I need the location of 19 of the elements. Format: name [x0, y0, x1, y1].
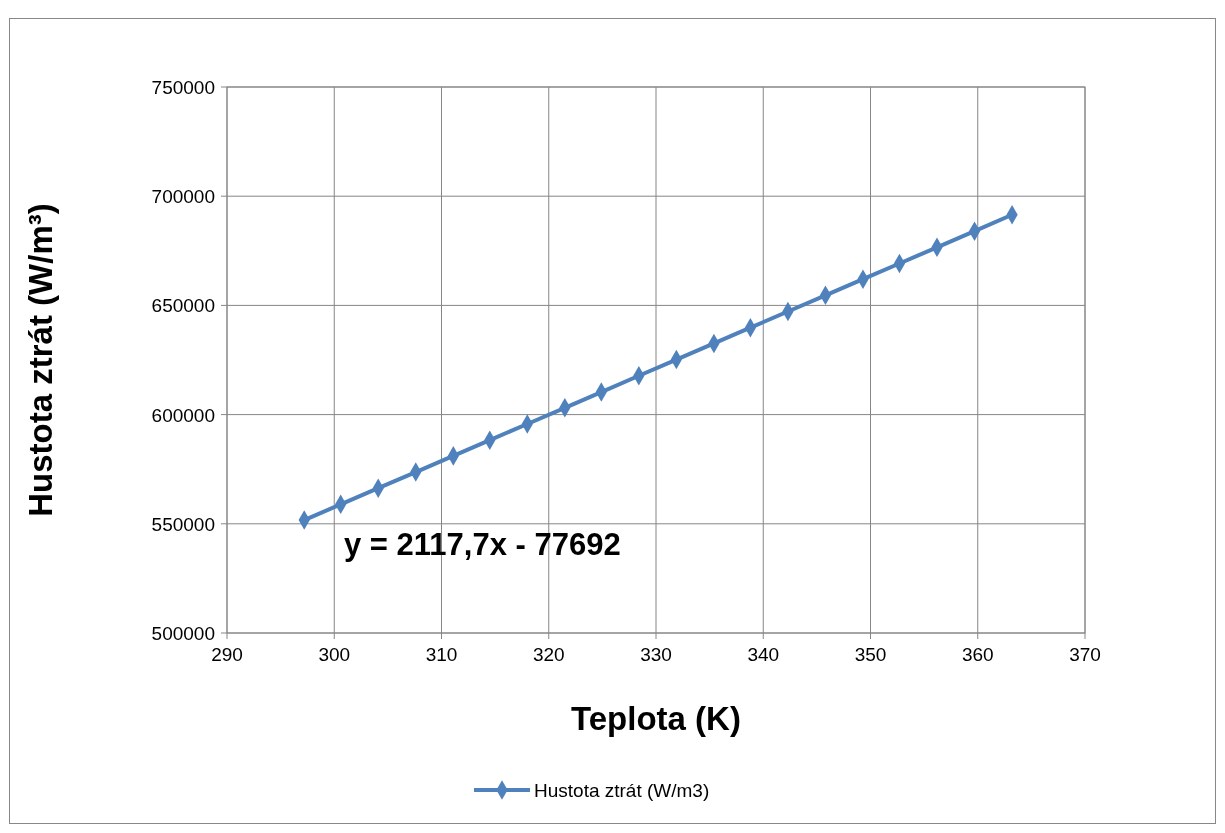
y-tick-label: 600000 — [151, 404, 215, 426]
x-tick-label: 290 — [211, 644, 243, 665]
x-tick-label: 350 — [854, 644, 887, 665]
y-tick-label: 550000 — [151, 513, 215, 535]
x-tick-label: 360 — [961, 644, 994, 665]
y-tick-label: 500000 — [151, 623, 215, 644]
legend-label: Hustota ztrát (W/m3) — [534, 780, 710, 801]
y-tick-label: 700000 — [151, 186, 215, 208]
x-tick-label: 330 — [640, 644, 672, 665]
x-tick-label: 310 — [425, 644, 458, 665]
x-axis-title: Teplota (K) — [571, 700, 741, 737]
annotation: y = 2117,7x - 77692 — [344, 527, 621, 562]
x-tick-label: 300 — [318, 644, 351, 665]
x-tick-label: 320 — [532, 644, 565, 665]
x-tick-label: 370 — [1069, 644, 1101, 665]
y-tick-label: 750000 — [151, 77, 215, 98]
y-tick-label: 650000 — [151, 295, 215, 317]
x-tick-label: 340 — [747, 644, 780, 665]
y-axis-title: Hustota ztrát (W/m³) — [22, 203, 59, 517]
